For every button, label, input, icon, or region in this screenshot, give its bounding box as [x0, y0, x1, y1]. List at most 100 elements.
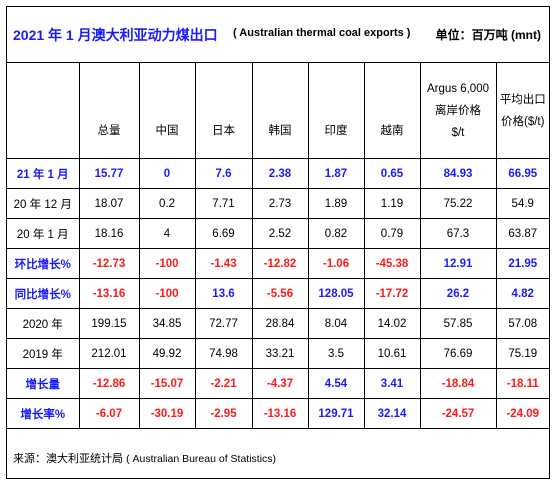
header-row: 总量 中国 日本 韩国 印度 越南 Argus 6,000 离岸价格 $/t 平… — [7, 62, 549, 159]
table-row: 2019 年 212.01 49.92 74.98 33.21 3.5 10.61 76.69… — [7, 338, 549, 369]
header-korea: 韩国 — [251, 62, 309, 159]
table-cell: 74.98 — [194, 338, 253, 369]
table-cell: 0 — [138, 158, 196, 189]
table-cell: 15.77 — [78, 158, 140, 189]
table-cell: 10.61 — [363, 338, 421, 369]
table-row: 同比增长% -13.16 -100 13.6 -5.56 128.05 -17.72 26.2… — [7, 278, 549, 309]
table-cell: -12.82 — [251, 248, 309, 279]
table-cell: 2.73 — [251, 188, 309, 219]
table-cell: -100 — [138, 278, 196, 309]
table-body: 21 年 1 月 15.77 0 7.6 2.38 1.87 0.65 84.93 66.95 2… — [7, 158, 549, 429]
table-cell: 57.08 — [495, 308, 549, 339]
table-cell: -18.84 — [419, 368, 497, 399]
table-row: 20 年 12 月 18.07 0.2 7.71 2.73 1.89 1.19 75.22 54… — [7, 188, 549, 219]
table-cell: 0.2 — [138, 188, 196, 219]
table-cell: 67.3 — [419, 218, 497, 249]
table-cell: 63.87 — [495, 218, 549, 249]
table-cell: -4.37 — [251, 368, 309, 399]
table-cell: 2.38 — [251, 158, 309, 189]
table-cell: 13.6 — [194, 278, 253, 309]
table-cell: 66.95 — [495, 158, 549, 189]
table-cell: -13.16 — [251, 398, 309, 429]
table-cell: 0.82 — [307, 218, 365, 249]
table-cell: 2.52 — [251, 218, 309, 249]
table-cell: -17.72 — [363, 278, 421, 309]
table-cell: -45.38 — [363, 248, 421, 279]
row-label: 2020 年 — [7, 308, 80, 339]
table-cell: 0.65 — [363, 158, 421, 189]
table-cell: 84.93 — [419, 158, 497, 189]
table-cell: 32.14 — [363, 398, 421, 429]
title-bar: 2021 年 1 月澳大利亚动力煤出口 ( Australian thermal… — [7, 7, 549, 63]
table-cell: 7.71 — [194, 188, 253, 219]
table-cell: 4.54 — [307, 368, 365, 399]
table-cell: 21.95 — [495, 248, 549, 279]
table-cell: -2.95 — [194, 398, 253, 429]
table-cell: 49.92 — [138, 338, 196, 369]
table-cell: -24.57 — [419, 398, 497, 429]
table-cell: 14.02 — [363, 308, 421, 339]
table-cell: 7.6 — [194, 158, 253, 189]
table-cell: 54.9 — [495, 188, 549, 219]
table-cell: -5.56 — [251, 278, 309, 309]
coal-export-table: 总量 中国 日本 韩国 印度 越南 Argus 6,000 离岸价格 $/t 平… — [7, 62, 549, 429]
table-cell: -13.16 — [78, 278, 140, 309]
row-label: 20 年 1 月 — [7, 218, 80, 249]
table-cell: 75.19 — [495, 338, 549, 369]
table-title: 2021 年 1 月澳大利亚动力煤出口 — [13, 27, 218, 43]
table-cell: 28.84 — [251, 308, 309, 339]
table-row: 增长量 -12.86 -15.07 -2.21 -4.37 4.54 3.41 -18.84-… — [7, 368, 549, 399]
table-cell: 129.71 — [307, 398, 365, 429]
table-cell: -24.09 — [495, 398, 549, 429]
table-cell: 3.5 — [307, 338, 365, 369]
header-china: 中国 — [138, 62, 196, 159]
source-note: 来源：澳大利亚统计局 ( Australian Bureau of Statis… — [13, 450, 276, 466]
header-vietnam: 越南 — [363, 62, 421, 159]
table-cell: 34.85 — [138, 308, 196, 339]
header-india: 印度 — [307, 62, 365, 159]
table-cell: 0.79 — [363, 218, 421, 249]
table-cell: -30.19 — [138, 398, 196, 429]
table-title-english: ( Australian thermal coal exports ) — [233, 27, 411, 39]
coal-export-table-frame: 2021 年 1 月澳大利亚动力煤出口 ( Australian thermal… — [6, 6, 550, 479]
unit-label: 单位：百万吨 (mnt) — [435, 28, 541, 42]
table-cell: 1.19 — [363, 188, 421, 219]
row-label: 增长率% — [7, 398, 80, 429]
row-label: 20 年 12 月 — [7, 188, 80, 219]
table-cell: -2.21 — [194, 368, 253, 399]
table-cell: 75.22 — [419, 188, 497, 219]
row-label: 2019 年 — [7, 338, 80, 369]
table-cell: -6.07 — [78, 398, 140, 429]
table-cell: 1.89 — [307, 188, 365, 219]
table-cell: 18.16 — [78, 218, 140, 249]
table-row: 增长率% -6.07 -30.19 -2.95 -13.16 129.71 32.14 -24… — [7, 398, 549, 429]
table-cell: 26.2 — [419, 278, 497, 309]
table-cell: -12.86 — [78, 368, 140, 399]
table-cell: 12.91 — [419, 248, 497, 279]
row-label: 环比增长% — [7, 248, 80, 279]
table-row: 2020 年 199.15 34.85 72.77 28.84 8.04 14.02 57.8… — [7, 308, 549, 339]
table-cell: 4 — [138, 218, 196, 249]
table-cell: -1.43 — [194, 248, 253, 279]
table-cell: -18.11 — [495, 368, 549, 399]
header-avg-price: 平均出口 价格($/t) — [495, 62, 549, 159]
table-cell: 212.01 — [78, 338, 140, 369]
table-cell: 18.07 — [78, 188, 140, 219]
row-label: 同比增长% — [7, 278, 80, 309]
source-label: 来源：澳大利亚统计局 — [13, 453, 123, 465]
header-label-cell — [7, 62, 80, 159]
table-cell: 3.41 — [363, 368, 421, 399]
table-cell: 1.87 — [307, 158, 365, 189]
table-cell: 4.82 — [495, 278, 549, 309]
row-label: 21 年 1 月 — [7, 158, 80, 189]
table-cell: 8.04 — [307, 308, 365, 339]
header-japan: 日本 — [194, 62, 253, 159]
table-cell: 33.21 — [251, 338, 309, 369]
table-cell: 128.05 — [307, 278, 365, 309]
table-cell: 199.15 — [78, 308, 140, 339]
table-cell: -15.07 — [138, 368, 196, 399]
table-row: 环比增长% -12.73 -100 -1.43 -12.82 -1.06 -45.38 12.… — [7, 248, 549, 279]
table-row: 21 年 1 月 15.77 0 7.6 2.38 1.87 0.65 84.93 66.95 — [7, 158, 549, 189]
table-cell: -12.73 — [78, 248, 140, 279]
table-cell: 72.77 — [194, 308, 253, 339]
